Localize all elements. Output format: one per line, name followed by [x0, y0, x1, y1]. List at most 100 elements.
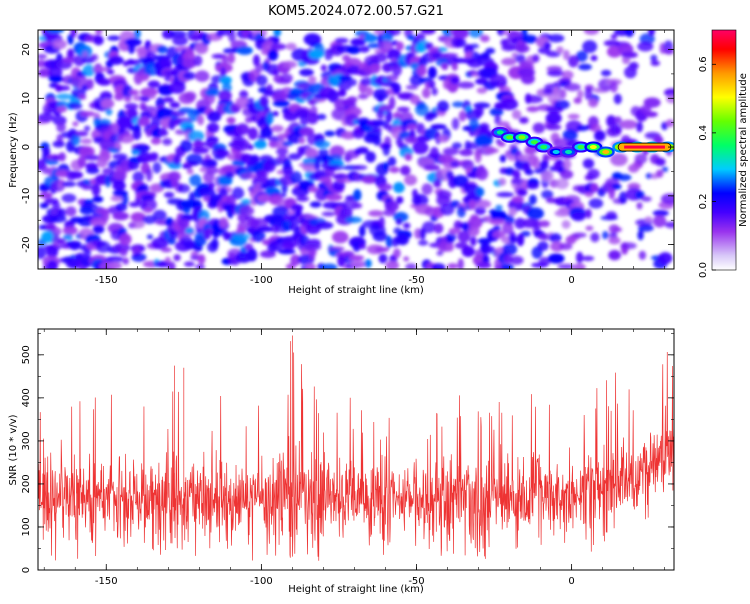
heatmap-cell: [559, 169, 574, 180]
heatmap-cell: [321, 211, 336, 217]
heatmap-cell: [617, 174, 632, 181]
heatmap-cell: [627, 182, 641, 190]
heatmap-cell: [327, 89, 339, 103]
heatmap-cell: [459, 149, 474, 157]
heatmap-cell: [404, 153, 413, 161]
heatmap-cell: [267, 49, 279, 61]
heatmap-cell: [652, 209, 669, 217]
heatmap-cell: [56, 122, 66, 133]
heatmap-cell: [538, 220, 550, 228]
heatmap-cell: [332, 230, 349, 244]
heatmap-cell: [562, 129, 578, 141]
heatmap-cell: [648, 30, 656, 37]
heatmap-cell: [81, 184, 94, 190]
heatmap-cell: [140, 106, 158, 112]
heatmap-cell: [635, 190, 645, 200]
heatmap-cell: [192, 146, 210, 154]
heatmap-cell: [220, 66, 227, 79]
heatmap-cell: [117, 116, 134, 129]
heatmap-cell: [327, 154, 343, 163]
heatmap-cell: [41, 151, 51, 163]
heatmap-cell: [158, 129, 169, 137]
heatmap-cell: [475, 167, 489, 181]
heatmap-cell: [421, 87, 431, 99]
heatmap-cell: [121, 193, 129, 206]
heatmap-cell: [80, 111, 96, 117]
heatmap-cell: [127, 42, 136, 54]
heatmap-cell: [348, 78, 357, 87]
heatmap-cell: [226, 194, 236, 207]
heatmap-cell: [634, 153, 648, 164]
heatmap-cell: [641, 196, 652, 202]
heatmap-cell: [266, 112, 274, 125]
heatmap-cell: [65, 206, 77, 217]
heatmap-cell: [452, 101, 465, 108]
heatmap-cell: [423, 164, 441, 171]
heatmap-cell: [169, 81, 186, 94]
heatmap-cell: [577, 89, 584, 99]
heatmap-cell: [306, 112, 319, 125]
heatmap-signal-track: [491, 126, 674, 158]
heatmap-cell: [257, 226, 276, 232]
heatmap-cell: [71, 134, 81, 146]
heatmap-cell: [95, 30, 103, 36]
heatmap-cell: [619, 119, 638, 130]
heatmap-cell: [376, 108, 385, 120]
heatmap-cell: [585, 208, 592, 219]
heatmap-cell: [232, 232, 251, 242]
signal-core: [540, 145, 548, 150]
heatmap-cell: [391, 63, 402, 77]
heatmap-cell: [556, 46, 564, 54]
heatmap-cell: [427, 66, 437, 79]
heatmap-cell: [396, 196, 404, 204]
heatmap-cell: [70, 30, 77, 38]
heatmap-cell: [655, 169, 664, 178]
heatmap-cell: [395, 217, 403, 226]
heatmap-cell: [132, 171, 145, 183]
heatmap-cell: [532, 54, 540, 63]
heatmap-cell: [666, 94, 674, 104]
heatmap-cell: [294, 209, 303, 217]
heatmap-cell: [198, 209, 210, 222]
heatmap-cell: [147, 80, 161, 89]
heatmap-cell: [500, 263, 515, 269]
heatmap-cell: [99, 139, 116, 151]
heatmap-cell: [63, 233, 73, 241]
signal-core: [589, 145, 597, 150]
y-tick-label: 0: [21, 567, 32, 573]
heatmap-cell: [272, 111, 279, 117]
heatmap-cell: [516, 233, 525, 247]
heatmap-cell: [612, 227, 623, 233]
heatmap-cell: [231, 138, 250, 152]
heatmap-cell: [489, 107, 504, 117]
heatmap-x-ticks: -150 -100 -50 0: [43, 30, 665, 286]
heatmap-cell: [159, 57, 172, 69]
y-tick-label: -20: [21, 236, 32, 252]
heatmap-cell: [538, 256, 551, 267]
colorbar: 0.0 0.2 0.4 0.6 Normalized spectral amplitu…: [698, 29, 749, 278]
heatmap-cell: [131, 252, 147, 262]
heatmap-cell: [518, 116, 529, 124]
heatmap-cell: [107, 147, 120, 153]
heatmap-cell: [122, 85, 133, 99]
heatmap-cell: [365, 151, 376, 163]
heatmap-cell: [72, 121, 79, 127]
heatmap-cell: [501, 222, 514, 235]
heatmap-cell: [532, 122, 545, 134]
heatmap-cell: [406, 123, 418, 130]
heatmap-cell: [387, 156, 397, 167]
heatmap-cell: [182, 58, 197, 69]
heatmap-cell: [602, 231, 609, 240]
colorbar-tick-label: 0.0: [698, 262, 709, 278]
heatmap-cell: [334, 37, 349, 44]
heatmap-cell: [588, 198, 604, 209]
heatmap-cell: [457, 258, 464, 269]
heatmap-cell: [132, 128, 142, 140]
heatmap-cell: [405, 84, 419, 90]
heatmap-cell: [49, 75, 64, 83]
heatmap-cell: [105, 107, 113, 116]
x-tick-label: -50: [408, 275, 424, 286]
heatmap-cell: [110, 195, 124, 202]
heatmap-cell: [628, 163, 640, 173]
heatmap-cell: [500, 98, 519, 111]
